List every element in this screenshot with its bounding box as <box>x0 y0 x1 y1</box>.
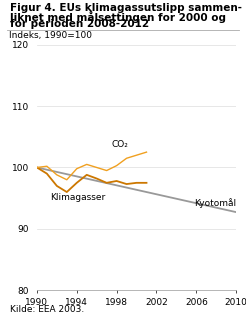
Text: Indeks, 1990=100: Indeks, 1990=100 <box>9 31 92 40</box>
Text: CO₂: CO₂ <box>112 140 128 149</box>
Text: Kilde: EEA 2003.: Kilde: EEA 2003. <box>10 305 84 314</box>
Text: for perioden 2008-2012: for perioden 2008-2012 <box>10 19 149 29</box>
Text: Figur 4. EUs klimagassutslipp sammen-: Figur 4. EUs klimagassutslipp sammen- <box>10 3 242 13</box>
Text: liknet med målsettingen for 2000 og: liknet med målsettingen for 2000 og <box>10 11 226 23</box>
Text: Kyotomål: Kyotomål <box>194 198 236 208</box>
Text: Klimagasser: Klimagasser <box>50 193 105 202</box>
